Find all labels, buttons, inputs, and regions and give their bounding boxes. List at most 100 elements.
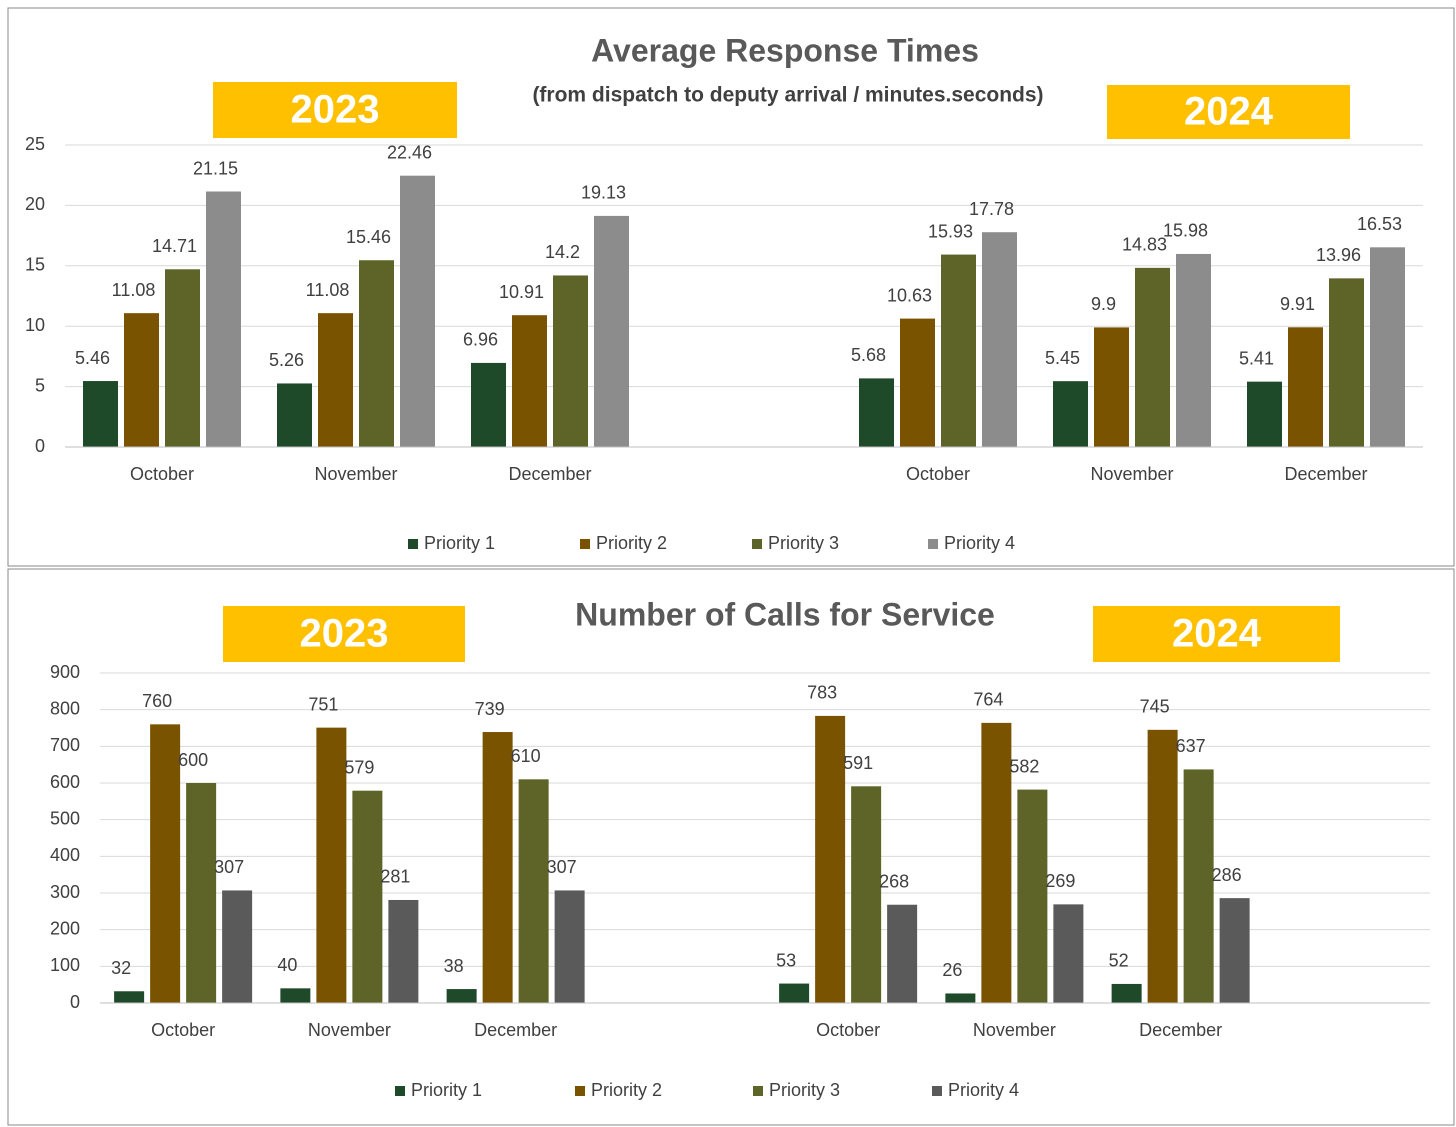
y-tick-label: 600 (50, 772, 80, 792)
bar (1329, 278, 1364, 447)
legend-label: Priority 3 (769, 1080, 840, 1100)
value-label: 600 (178, 750, 208, 770)
y-tick-label: 100 (50, 955, 80, 975)
value-label: 286 (1212, 865, 1242, 885)
bar (859, 378, 894, 447)
value-label: 764 (973, 690, 1003, 710)
bar (1219, 898, 1250, 1003)
bar (1247, 381, 1282, 447)
y-tick-label: 20 (25, 194, 45, 214)
value-label: 19.13 (581, 183, 626, 203)
bar (316, 727, 347, 1003)
value-label: 14.83 (1122, 235, 1167, 255)
x-tick-label: November (314, 464, 397, 484)
bar (446, 989, 477, 1003)
value-label: 582 (1009, 756, 1039, 776)
legend-swatch (580, 539, 590, 549)
value-label: 17.78 (969, 199, 1014, 219)
value-label: 38 (444, 956, 464, 976)
value-label: 745 (1140, 697, 1170, 717)
value-label: 5.26 (269, 350, 304, 370)
bar (518, 779, 549, 1003)
value-label: 11.08 (112, 280, 156, 300)
year-badge (1107, 85, 1350, 139)
x-tick-label: October (130, 464, 194, 484)
year-label: 2024 (1172, 612, 1262, 656)
value-label: 281 (380, 867, 410, 887)
bar (114, 991, 145, 1003)
value-label: 5.46 (75, 348, 110, 368)
value-label: 15.46 (346, 227, 391, 247)
y-tick-label: 5 (35, 375, 45, 395)
value-label: 14.2 (545, 242, 580, 262)
value-label: 5.41 (1239, 348, 1274, 368)
bar (553, 275, 588, 447)
bar (981, 722, 1012, 1003)
value-label: 53 (776, 950, 796, 970)
value-label: 760 (142, 691, 172, 711)
value-label: 11.08 (306, 280, 350, 300)
x-tick-label: December (1284, 464, 1367, 484)
value-label: 52 (1109, 951, 1129, 971)
bar (400, 175, 435, 447)
y-tick-label: 700 (50, 735, 80, 755)
bar (512, 315, 547, 447)
year-badge (213, 82, 457, 138)
x-tick-label: December (474, 1020, 557, 1040)
x-tick-label: November (973, 1020, 1056, 1040)
panel-frame (7, 568, 1455, 1126)
legend-label: Priority 4 (948, 1080, 1019, 1100)
x-tick-label: October (816, 1020, 880, 1040)
value-label: 26 (942, 960, 962, 980)
legend-label: Priority 3 (768, 533, 839, 553)
value-label: 751 (308, 694, 338, 714)
value-label: 21.15 (193, 158, 238, 178)
value-label: 5.45 (1045, 348, 1080, 368)
value-label: 739 (475, 699, 505, 719)
bar (388, 899, 419, 1003)
bar (471, 362, 506, 447)
bar (887, 904, 918, 1003)
bar (815, 715, 846, 1003)
bar (359, 260, 394, 447)
value-label: 10.91 (499, 282, 544, 302)
bar (222, 890, 253, 1003)
bar (1183, 769, 1214, 1003)
bar (83, 381, 118, 447)
y-tick-label: 25 (25, 134, 45, 154)
bar (124, 313, 159, 447)
y-tick-label: 500 (50, 808, 80, 828)
legend-label: Priority 4 (944, 533, 1015, 553)
legend-label: Priority 2 (591, 1080, 662, 1100)
y-tick-label: 300 (50, 882, 80, 902)
value-label: 9.91 (1280, 294, 1315, 314)
bar (482, 732, 513, 1003)
bar (1053, 381, 1088, 447)
bar (941, 254, 976, 447)
value-label: 591 (843, 753, 873, 773)
value-label: 5.68 (851, 345, 886, 365)
legend-label: Priority 1 (411, 1080, 482, 1100)
y-tick-label: 200 (50, 918, 80, 938)
legend-swatch (395, 1086, 405, 1096)
bar (900, 318, 935, 447)
y-tick-label: 15 (25, 255, 45, 275)
chart-title: Average Response Times (591, 32, 979, 68)
value-label: 10.63 (887, 285, 932, 305)
value-label: 15.93 (928, 221, 973, 241)
x-tick-label: December (508, 464, 591, 484)
bar (1017, 789, 1048, 1003)
year-label: 2023 (291, 88, 380, 132)
bar (982, 232, 1017, 447)
bar (1288, 327, 1323, 447)
x-tick-label: October (151, 1020, 215, 1040)
bar (594, 215, 629, 447)
year-label: 2023 (300, 612, 389, 656)
legend-label: Priority 1 (424, 533, 495, 553)
bar (945, 993, 976, 1003)
value-label: 22.46 (387, 142, 432, 162)
bar (277, 383, 312, 447)
bar (1094, 327, 1129, 447)
bar (1053, 904, 1084, 1003)
